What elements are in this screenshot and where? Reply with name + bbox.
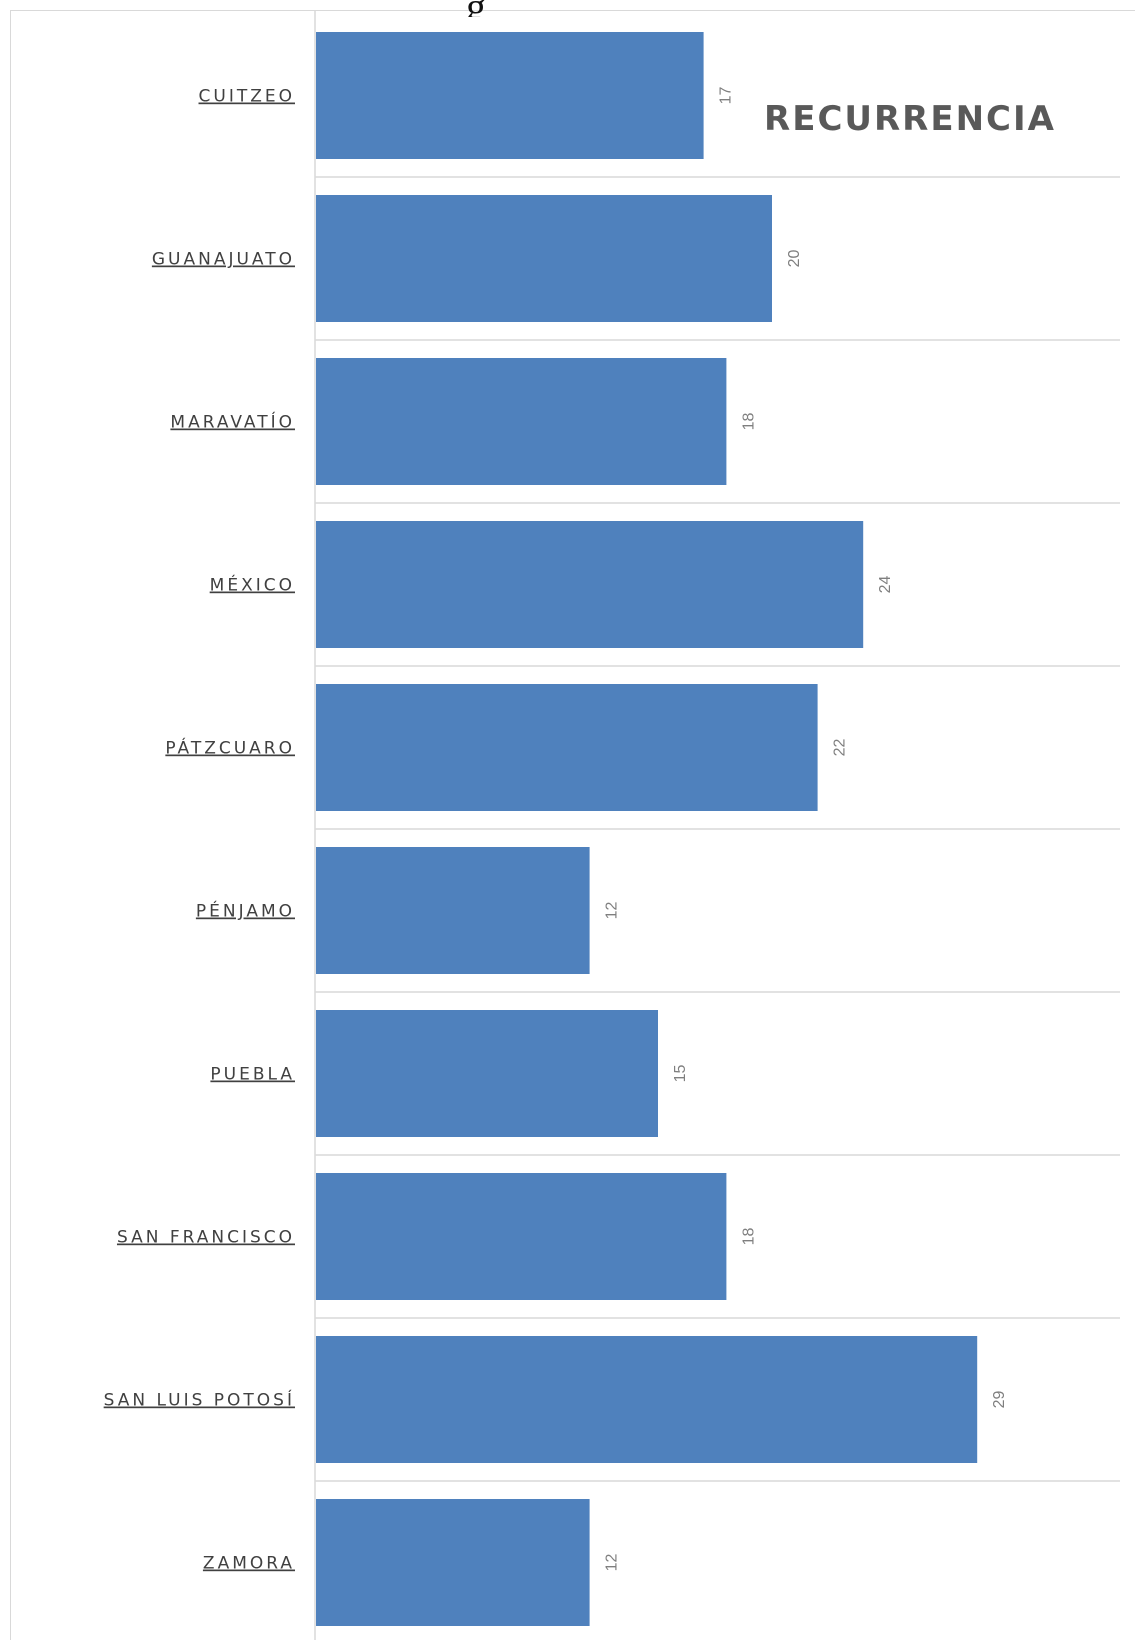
data-label: 29 (991, 1391, 1008, 1409)
category-label: PÉNJAMO (196, 900, 295, 922)
bar (316, 1173, 727, 1300)
data-label: 18 (740, 413, 757, 431)
bar (316, 195, 772, 322)
bar (316, 847, 590, 974)
bar (316, 1336, 978, 1463)
gridlines (314, 10, 1120, 1640)
data-label: 17 (718, 87, 735, 105)
category-label: GUANAJUATO (152, 250, 295, 270)
chart-title: RECURRENCIA (764, 99, 1056, 139)
data-label: 22 (832, 739, 849, 757)
clipped-heading-fragment: g (466, 0, 666, 17)
category-label: PÁTZCUARO (165, 737, 295, 759)
chart-frame: g (10, 0, 1135, 1640)
bar (316, 32, 704, 159)
category-label: PUEBLA (210, 1065, 295, 1085)
category-label: SAN LUIS POTOSÍ (104, 1389, 295, 1411)
data-label: 24 (877, 576, 894, 594)
data-label: 20 (786, 250, 803, 268)
category-label: MÉXICO (210, 574, 295, 596)
bar (316, 1010, 658, 1137)
bar (316, 521, 864, 648)
category-label: MARAVATÍO (170, 411, 295, 433)
data-label: 12 (604, 1554, 621, 1572)
data-label: 15 (672, 1065, 689, 1083)
bar (316, 358, 727, 485)
labels: CUITZEO 17 GUANAJUATO 20 MARAVATÍO 18 MÉXICO 24… (104, 87, 1009, 1574)
data-label: 12 (604, 902, 621, 920)
category-label: SAN FRANCISCO (117, 1228, 295, 1248)
category-label: ZAMORA (203, 1554, 295, 1574)
bar (316, 1499, 590, 1626)
category-label: CUITZEO (199, 87, 295, 107)
bars (316, 32, 978, 1626)
data-label: 18 (740, 1228, 757, 1246)
bar (316, 684, 818, 811)
